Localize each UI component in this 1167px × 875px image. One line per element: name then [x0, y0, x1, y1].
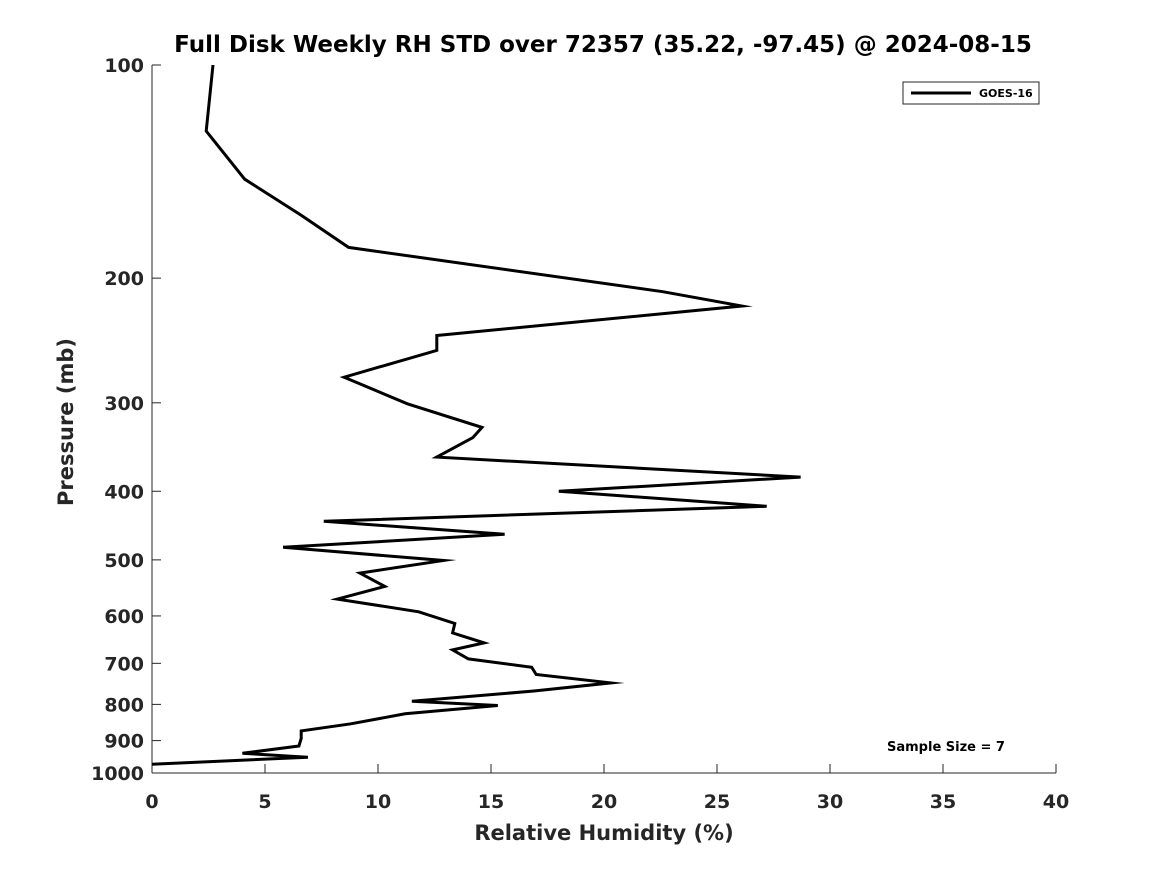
y-tick-label: 400 [104, 481, 144, 503]
y-tick-label: 300 [104, 393, 144, 415]
x-tick-label: 40 [1043, 791, 1069, 813]
x-tick-label: 35 [930, 791, 956, 813]
x-tick-label: 20 [591, 791, 617, 813]
series-layer [151, 64, 801, 766]
y-tick-label: 500 [104, 550, 144, 572]
y-tick-label: 600 [104, 606, 144, 628]
y-axis-label: Pressure (mb) [54, 338, 78, 506]
chart-title: Full Disk Weekly RH STD over 72357 (35.2… [174, 32, 1032, 58]
y-axis-ticks: 100 200 300 400 500 600 700 800 900 1000 [91, 55, 161, 785]
x-tick-label: 25 [704, 791, 730, 813]
y-tick-label: 200 [104, 268, 144, 290]
y-tick-label: 800 [104, 694, 144, 716]
x-tick-label: 15 [478, 791, 504, 813]
x-tick-label: 5 [258, 791, 271, 813]
y-tick-label: 100 [104, 55, 144, 77]
sample-size-annotation: Sample Size = 7 [887, 740, 1005, 755]
x-tick-label: 30 [817, 791, 843, 813]
x-axis-label: Relative Humidity (%) [474, 821, 733, 845]
x-tick-label: 10 [365, 791, 391, 813]
legend: GOES-16 [902, 81, 1040, 105]
x-tick-label: 0 [145, 791, 158, 813]
y-tick-label: 700 [104, 653, 144, 675]
y-tick-label: 1000 [91, 763, 144, 785]
x-axis-ticks: 0 5 10 15 20 25 30 35 40 [145, 764, 1069, 813]
y-tick-label: 900 [104, 731, 144, 753]
series-line-goes-16 [151, 64, 801, 766]
legend-label-goes-16: GOES-16 [979, 87, 1033, 100]
